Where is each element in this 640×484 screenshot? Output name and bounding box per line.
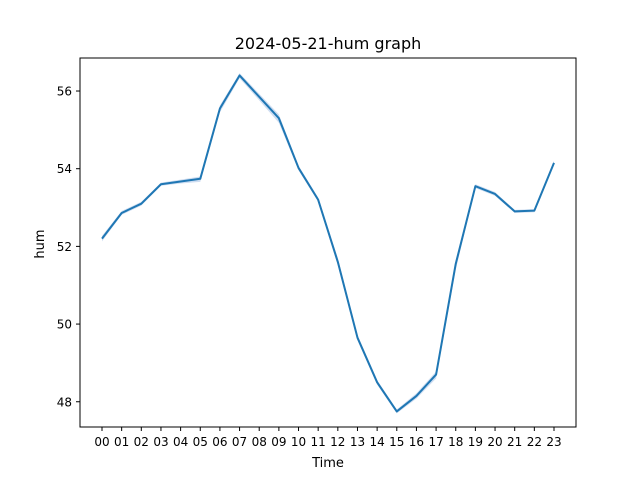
x-tick-label: 17: [428, 435, 443, 449]
x-tick-label: 13: [350, 435, 365, 449]
x-tick-label: 07: [232, 435, 247, 449]
confidence-band-layer: [102, 73, 554, 413]
confidence-band: [102, 73, 554, 413]
y-tick-label: 54: [57, 162, 72, 176]
plot-frame: [80, 58, 576, 427]
x-tick-label: 21: [507, 435, 522, 449]
x-tick-label: 15: [389, 435, 404, 449]
x-tick-label: 19: [468, 435, 483, 449]
x-tick-label: 16: [409, 435, 424, 449]
y-tick-label: 52: [57, 240, 72, 254]
x-tick-label: 23: [546, 435, 561, 449]
x-tick-label: 09: [271, 435, 286, 449]
x-tick-label: 01: [114, 435, 129, 449]
x-tick-label: 04: [173, 435, 188, 449]
y-tick-label: 48: [57, 395, 72, 409]
y-tick-label: 56: [57, 85, 72, 99]
x-tick-label: 18: [448, 435, 463, 449]
axes-layer: [80, 58, 576, 427]
chart-title: 2024-05-21-hum graph: [235, 34, 422, 53]
x-tick-label: 20: [487, 435, 502, 449]
x-tick-label: 14: [369, 435, 384, 449]
x-tick-label: 02: [134, 435, 149, 449]
x-tick-label: 00: [94, 435, 109, 449]
x-tick-label: 05: [193, 435, 208, 449]
y-axis-label: hum: [33, 229, 48, 258]
series-line: [102, 75, 554, 411]
x-tick-label: 08: [252, 435, 267, 449]
x-tick-label: 11: [311, 435, 326, 449]
y-tick-label: 50: [57, 318, 72, 332]
x-tick-label: 10: [291, 435, 306, 449]
x-tick-layer: 00 01 02 03 04 05 06 07 08 09 10 11 12 13 14 15 16 17 18 19…: [94, 427, 561, 449]
series-line-layer: [102, 75, 554, 411]
x-tick-label: 03: [153, 435, 168, 449]
x-axis-label: Time: [311, 456, 344, 471]
x-tick-label: 12: [330, 435, 345, 449]
y-tick-layer: 48 50 52 54 56: [57, 85, 80, 410]
x-tick-label: 06: [212, 435, 227, 449]
x-tick-label: 22: [527, 435, 542, 449]
